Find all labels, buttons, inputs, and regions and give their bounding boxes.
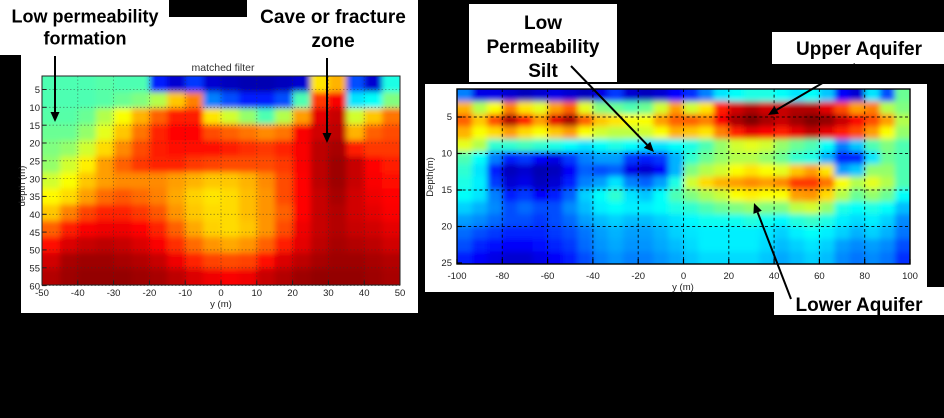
svg-text:10: 10 [441, 149, 452, 160]
svg-text:55: 55 [29, 263, 40, 274]
svg-text:5: 5 [35, 85, 40, 96]
svg-text:0: 0 [218, 288, 223, 299]
svg-text:Upper Aquifer: Upper Aquifer [796, 39, 923, 60]
svg-text:y (m): y (m) [672, 282, 694, 293]
svg-text:zone: zone [311, 31, 354, 52]
svg-text:50: 50 [395, 288, 406, 299]
svg-text:15: 15 [29, 121, 40, 132]
svg-text:-30: -30 [107, 288, 121, 299]
svg-text:60: 60 [29, 281, 40, 292]
svg-text:Depth(m): Depth(m) [425, 157, 436, 197]
svg-text:depth (m): depth (m) [17, 166, 28, 207]
svg-text:30: 30 [29, 174, 40, 185]
svg-text:15: 15 [441, 185, 452, 196]
svg-text:y (m): y (m) [210, 299, 232, 310]
svg-text:-80: -80 [495, 271, 509, 282]
svg-text:10: 10 [252, 288, 263, 299]
svg-text:40: 40 [29, 210, 40, 221]
svg-text:Low: Low [524, 13, 562, 34]
svg-text:Permeability: Permeability [487, 37, 600, 58]
svg-text:Lower Aquifer: Lower Aquifer [795, 295, 923, 316]
svg-text:matched filter: matched filter [191, 62, 255, 74]
svg-text:10: 10 [29, 103, 40, 114]
svg-text:-20: -20 [631, 271, 645, 282]
svg-text:50: 50 [29, 246, 40, 257]
svg-text:25: 25 [29, 157, 40, 168]
svg-text:20: 20 [724, 271, 735, 282]
svg-text:20: 20 [29, 139, 40, 150]
svg-text:5: 5 [447, 112, 452, 123]
svg-text:-10: -10 [178, 288, 192, 299]
svg-text:formation: formation [44, 29, 127, 49]
svg-text:25: 25 [441, 258, 452, 269]
svg-text:35: 35 [29, 192, 40, 203]
svg-text:-100: -100 [447, 271, 466, 282]
svg-text:-20: -20 [143, 288, 157, 299]
svg-text:30: 30 [323, 288, 334, 299]
svg-text:-60: -60 [541, 271, 555, 282]
svg-text:Silt: Silt [528, 61, 558, 82]
svg-text:45: 45 [29, 228, 40, 239]
svg-text:-40: -40 [586, 271, 600, 282]
svg-text:20: 20 [287, 288, 298, 299]
svg-text:0: 0 [681, 271, 686, 282]
svg-text:60: 60 [814, 271, 825, 282]
svg-text:20: 20 [441, 222, 452, 233]
svg-text:100: 100 [902, 271, 918, 282]
svg-text:40: 40 [769, 271, 780, 282]
svg-text:-40: -40 [71, 288, 85, 299]
svg-text:Cave or fracture: Cave or fracture [260, 7, 406, 28]
svg-text:80: 80 [859, 271, 870, 282]
svg-text:40: 40 [359, 288, 370, 299]
svg-text:-50: -50 [35, 288, 49, 299]
svg-text:Low permeability: Low permeability [11, 7, 158, 27]
